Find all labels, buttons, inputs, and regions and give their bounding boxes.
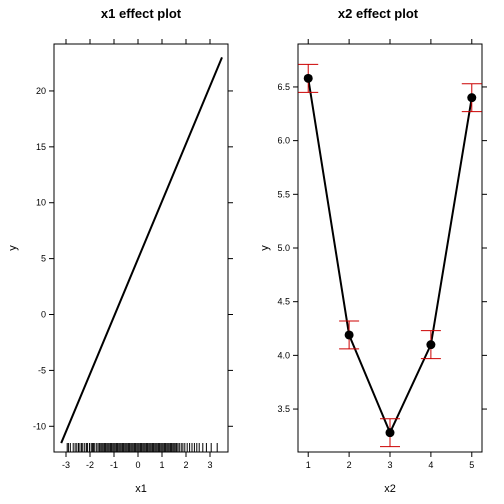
x-tick-label: 2: [183, 460, 188, 470]
x-tick-label: -3: [62, 460, 70, 470]
y-tick-label: 5: [41, 254, 46, 264]
y-tick-label: 0: [41, 310, 46, 320]
y-tick-label: 5.5: [277, 189, 290, 199]
x2-effect-panel: x2 effect plot 1 2 3 4 5 3.5 4.0 4.5 5.0 5.5 6.0 6.…: [259, 6, 487, 495]
y-tick-label: 6.5: [277, 82, 290, 92]
y-tick-label: 6.0: [277, 136, 290, 146]
x-tick-label: -2: [86, 460, 94, 470]
y-tick-label: 10: [36, 198, 46, 208]
data-point: [344, 330, 354, 340]
x-tick-label: 1: [159, 460, 164, 470]
series-line: [60, 57, 223, 444]
x2-plot-frame: [297, 43, 483, 453]
y-tick-label: 20: [36, 86, 46, 96]
data-point: [385, 428, 395, 438]
y-tick-label: -10: [33, 421, 46, 431]
x-tick-label: 3: [207, 460, 212, 470]
x-tick-label: 4: [428, 460, 433, 470]
x2-ticks-group: 1 2 3 4 5 3.5 4.0 4.5 5.0 5.5 6.0 6.5: [277, 39, 487, 470]
data-point: [426, 340, 436, 350]
x1-panel-title: x1 effect plot: [101, 6, 182, 21]
y-tick-label: 4.5: [277, 297, 290, 307]
x2-panel-title: x2 effect plot: [338, 6, 419, 21]
y-tick-label: 3.5: [277, 404, 290, 414]
x1-plot-frame: [53, 43, 229, 453]
x2-axis-label: x2: [384, 483, 396, 495]
x1-panel-y-axis-label: y: [7, 245, 19, 251]
data-point: [303, 73, 313, 83]
x2-panel-y-axis-label: y: [259, 245, 271, 251]
y-tick-label: 5.0: [277, 243, 290, 253]
x1-axis-label: x1: [135, 483, 147, 495]
y-tick-label: -5: [38, 365, 46, 375]
series-line: [307, 78, 473, 436]
data-point: [467, 93, 477, 103]
x-tick-label: -1: [110, 460, 118, 470]
x-tick-label: 1: [306, 460, 311, 470]
x1-series-group: [60, 57, 223, 444]
x-tick-label: 5: [469, 460, 474, 470]
x-tick-label: 3: [387, 460, 392, 470]
x-tick-label: 0: [135, 460, 140, 470]
x-tick-label: 2: [347, 460, 352, 470]
x1-rug-group: [66, 443, 218, 452]
x2-series-group: [298, 63, 482, 448]
y-tick-label: 15: [36, 142, 46, 152]
y-tick-label: 4.0: [277, 350, 290, 360]
